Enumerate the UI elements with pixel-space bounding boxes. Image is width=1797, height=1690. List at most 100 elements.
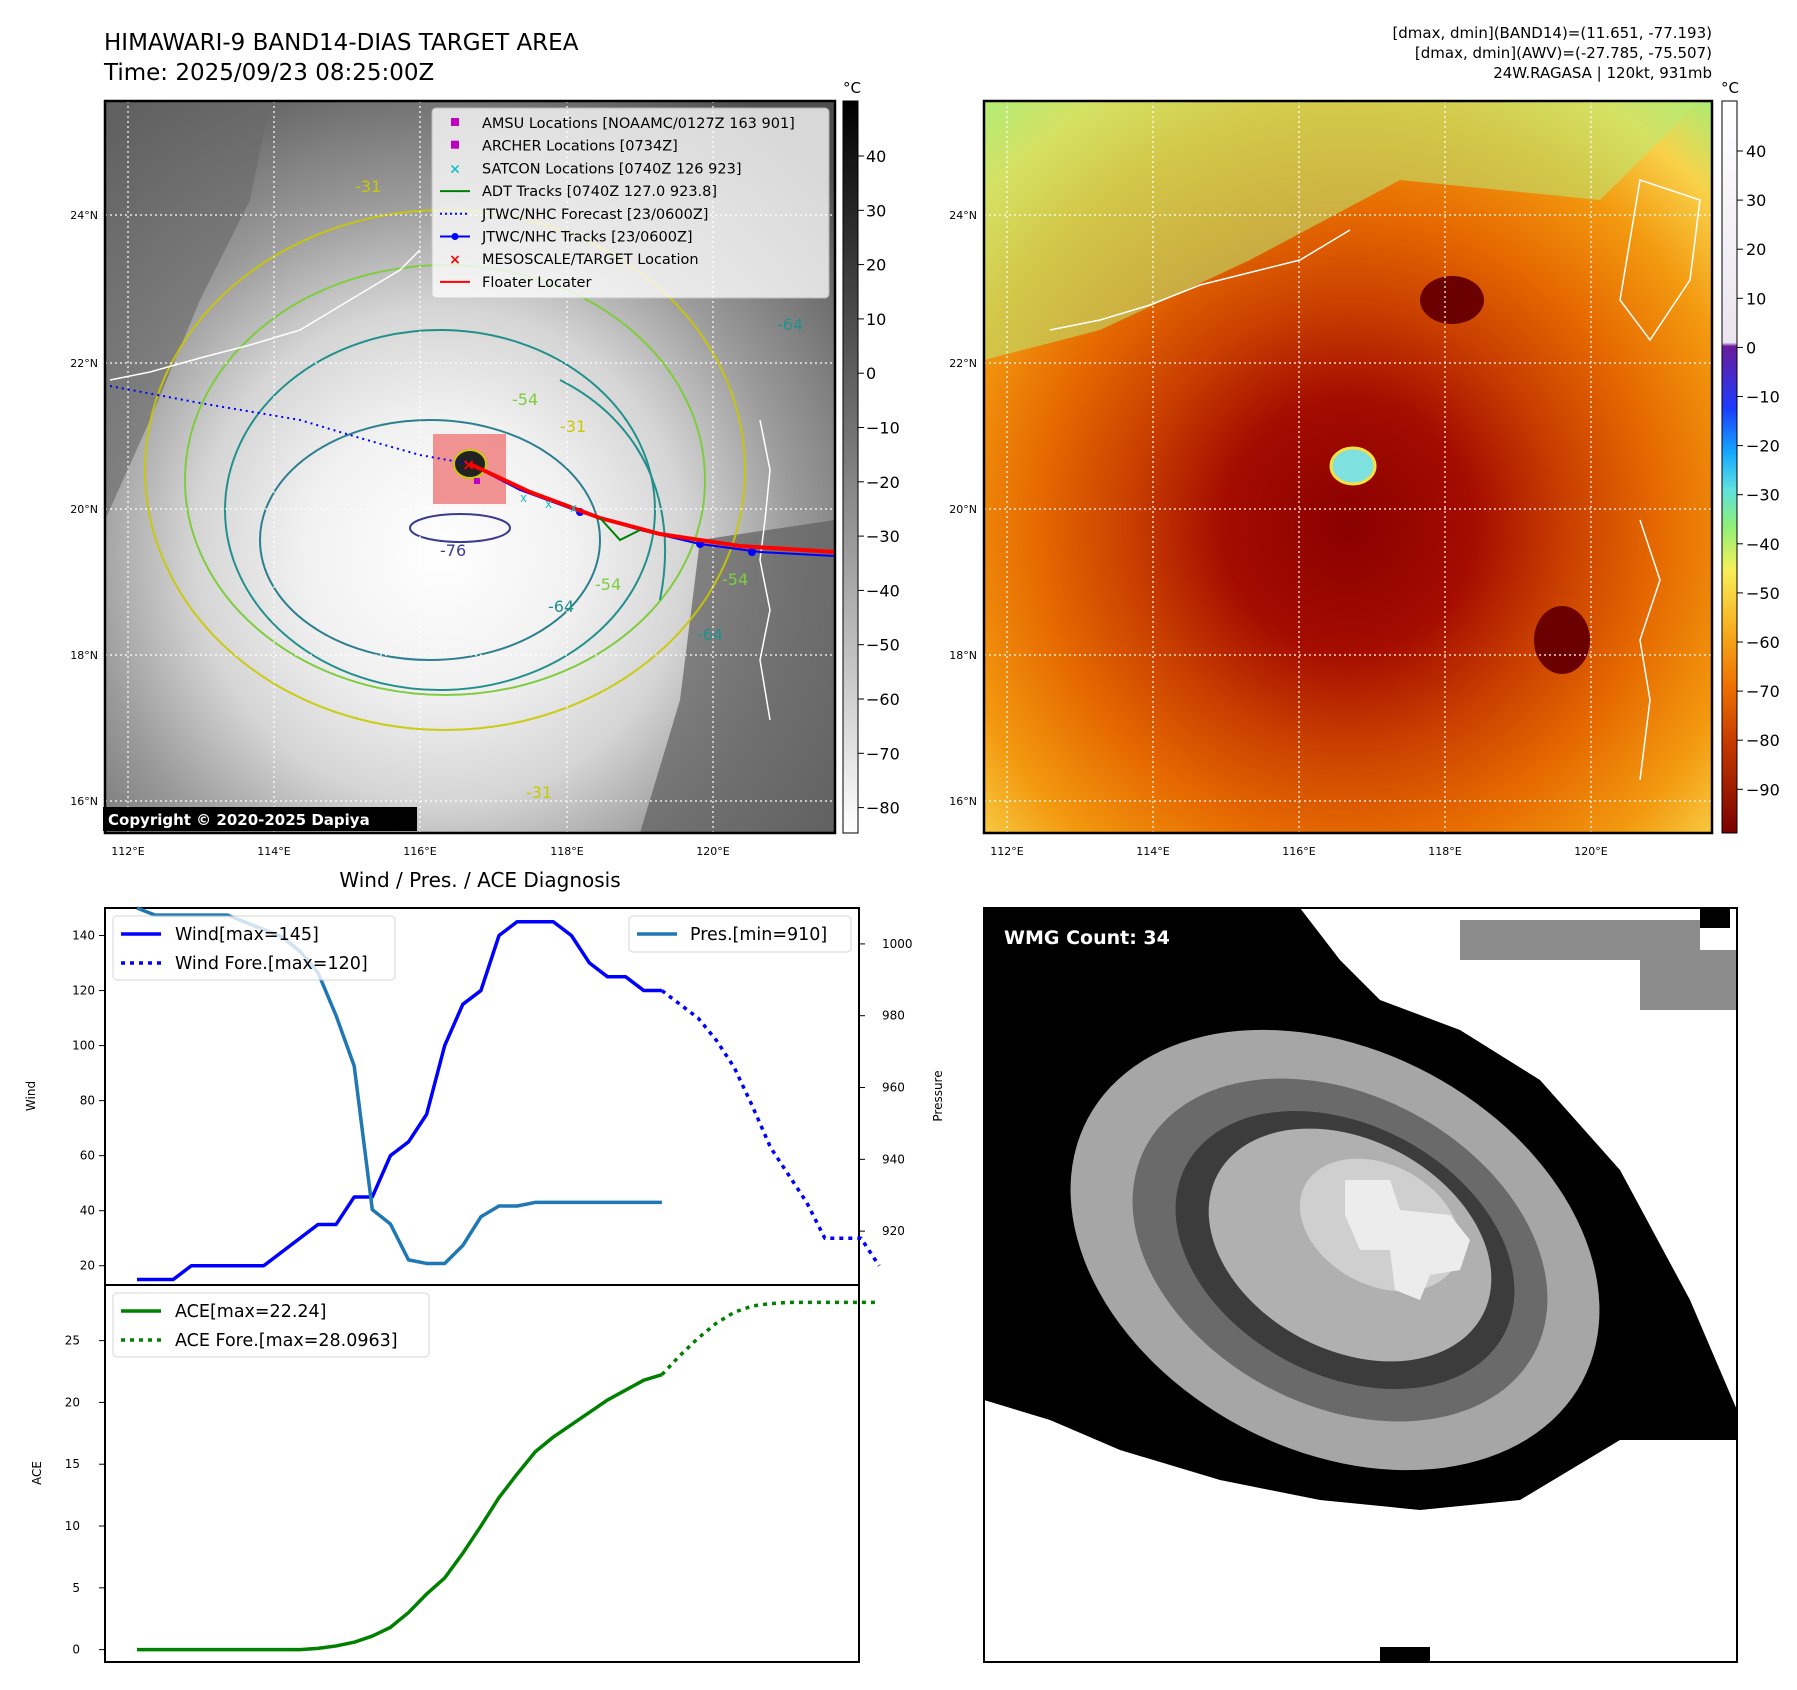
awv-colorbar-tick: 20 [1746, 240, 1766, 259]
ace-tick-label: 10 [65, 1519, 80, 1533]
awv-colorbar-tick: 30 [1746, 191, 1766, 210]
ace-ylabel: ACE [30, 1461, 44, 1485]
ir-colorbar-ticks: 40 30 20 10 0 −10 −20 −30 −40 −50 −60 −70 −80 [858, 147, 900, 818]
contour-label: -64 [697, 625, 723, 644]
ir-colorbar-tick: 10 [866, 310, 886, 329]
wind-forecast-line [660, 989, 881, 1267]
awv-coastline [1049, 229, 1351, 331]
contour-label: -31 [355, 177, 381, 196]
wind-tick-label: 100 [72, 1039, 95, 1053]
legend-ace: ACE[max=22.24] [175, 1302, 326, 1322]
ir-colorbar-tick: −70 [866, 744, 900, 763]
legend-ace-fore: ACE Fore.[max=28.0963] [175, 1331, 398, 1351]
contour-label: -64 [777, 315, 803, 334]
ir-legend-label: Floater Locater [482, 275, 591, 291]
ir-colorbar-tick: 40 [866, 147, 886, 166]
legend-marker-x: × [449, 252, 461, 268]
ir-lon-label: 118°E [550, 845, 583, 858]
awv-colorbar [1721, 100, 1738, 834]
ir-colorbar-tick: 0 [866, 364, 876, 383]
ir-lon-labels: 112°E 114°E 116°E 118°E 120°E [111, 845, 729, 858]
pres-tick-label: 940 [882, 1152, 905, 1166]
awv-map-panel: 112°E 114°E 116°E 118°E 120°E 24°N 22°N 20°N 18… [949, 79, 1780, 858]
awv-colorbar-tick: 40 [1746, 142, 1766, 161]
awv-colorbar-tick: −80 [1746, 731, 1780, 750]
awv-colorbar-tick: −90 [1746, 780, 1780, 799]
awv-map-frame [982, 99, 1714, 835]
wind-series-line [137, 920, 662, 1282]
awv-colorbar-tick: −40 [1746, 535, 1780, 554]
ir-colorbar-tick: −10 [866, 419, 900, 438]
ir-lat-labels: 24°N 22°N 20°N 18°N 16°N [70, 209, 98, 808]
ir-legend-label: AMSU Locations [NOAAMC/0127Z 163 901] [482, 116, 795, 132]
ir-legend-label: JTWC/NHC Forecast [23/0600Z] [481, 207, 708, 223]
awv-lat-labels: 24°N 22°N 20°N 18°N 16°N [949, 209, 977, 808]
pressure-series-line [136, 906, 662, 1266]
ir-colorbar-tick: −40 [866, 581, 900, 600]
svg-text:x: x [545, 497, 552, 511]
legend-marker-square [451, 118, 459, 126]
ir-lat-label: 22°N [70, 357, 98, 370]
ace-plot [137, 1300, 880, 1652]
ir-lon-label: 120°E [696, 845, 729, 858]
ace-tick-label: 0 [72, 1643, 80, 1657]
info-band14: [dmax, dmin](BAND14)=(11.651, -77.193) [1392, 24, 1712, 42]
awv-colorbar-tick: 10 [1746, 289, 1766, 308]
ir-lat-label: 20°N [70, 503, 98, 516]
info-awv: [dmax, dmin](AWV)=(-27.785, -75.507) [1415, 44, 1712, 62]
ir-lon-label: 116°E [403, 845, 436, 858]
awv-lat-label: 18°N [949, 649, 977, 662]
awv-lon-label: 120°E [1574, 845, 1607, 858]
ir-lat-label: 16°N [70, 795, 98, 808]
ir-colorbar-tick: −30 [866, 527, 900, 546]
legend-wind: Wind[max=145] [175, 925, 319, 945]
contour-label: -76 [440, 541, 466, 560]
ir-colorbar-tick: 20 [866, 256, 886, 275]
jtwc-track-point [748, 548, 756, 556]
wind-tick-label: 40 [80, 1204, 95, 1218]
ace-tick-label: 5 [72, 1581, 80, 1595]
awv-lat-label: 24°N [949, 209, 977, 222]
ace-legend: ACE[max=22.24] ACE Fore.[max=28.0963] [112, 1292, 430, 1358]
wind-ylabel: Wind [24, 1081, 38, 1111]
ir-map-panel: x x x × -31 -54 -64 -76 -64 -54 -64 -54 … [70, 79, 900, 858]
ir-lat-label: 24°N [70, 209, 98, 222]
pres-ylabel: Pressure [931, 1070, 945, 1121]
legend-marker-square [451, 140, 459, 149]
awv-lon-label: 114°E [1136, 845, 1169, 858]
ir-legend-label: MESOSCALE/TARGET Location [482, 252, 699, 268]
ace-series-line [137, 1373, 663, 1652]
coastline [109, 249, 421, 381]
awv-colorbar-tick: −20 [1746, 437, 1780, 456]
awv-colorbar-tick: −10 [1746, 388, 1780, 407]
ir-legend-label: SATCON Locations [0740Z 126 923] [482, 161, 741, 177]
awv-colorbar-tick: −60 [1746, 633, 1780, 652]
wind-pres-panel: Wind / Pres. / ACE Diagnosis 140 120 100 80… [24, 868, 945, 1286]
ace-yticks: 25 20 15 10 5 0 [65, 1334, 105, 1657]
awv-lon-label: 116°E [1282, 845, 1315, 858]
wmg-label-box [996, 922, 1186, 952]
legend-marker-dot [451, 233, 459, 240]
awv-lon-label: 112°E [990, 845, 1023, 858]
contour-label: -31 [526, 783, 552, 802]
awv-colorbar-tick: −70 [1746, 682, 1780, 701]
wmg-bottom-mark [1380, 1647, 1430, 1662]
contour-label: -64 [548, 597, 574, 616]
wmg-eye [1345, 1180, 1470, 1300]
ir-dark-region-southeast [640, 520, 835, 833]
contour-label: -54 [595, 575, 621, 594]
contour-label: -31 [560, 417, 586, 436]
pres-yticks: 1000 980 960 940 920 [859, 937, 913, 1238]
wind-tick-label: 140 [72, 929, 95, 943]
awv-coastline-luzon [1639, 519, 1661, 781]
figure-title: HIMAWARI-9 BAND14-DIAS TARGET AREA [104, 30, 579, 56]
awv-moist-region [984, 101, 1700, 360]
info-storm: 24W.RAGASA | 120kt, 931mb [1493, 64, 1712, 82]
legend-wind-fore: Wind Fore.[max=120] [175, 954, 368, 974]
legend-marker-x: × [449, 161, 461, 177]
ir-lon-label: 114°E [257, 845, 290, 858]
awv-colorbar-unit: °C [1721, 79, 1739, 97]
awv-colorbar-ticks: 40 30 20 10 0 −10 −20 −30 −40 −50 −60 −70 −80 −90 [1737, 142, 1780, 799]
pres-tick-label: 980 [882, 1009, 905, 1023]
contour-minus64 [224, 329, 656, 691]
